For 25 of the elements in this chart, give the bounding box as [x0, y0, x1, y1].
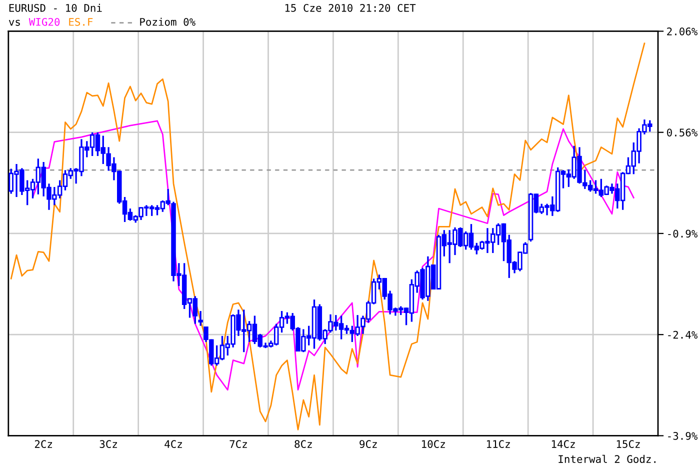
chart-subtitle: 15 Cze 2010 21:20 CET — [285, 4, 416, 12]
x-tick-label: 15Cz — [616, 440, 640, 448]
x-tick-label: 2Cz — [34, 440, 52, 448]
x-tick-label: 14Cz — [552, 440, 575, 448]
text: ES.F — [69, 18, 93, 26]
y-tick-label: 2.06% — [667, 27, 698, 36]
x-tick-label: 9Cz — [360, 440, 377, 448]
line-series — [32, 120, 634, 391]
chart-title: EURUSD - 10 Dni — [9, 4, 102, 12]
y-tick-label: -3.9% — [668, 432, 698, 440]
y-tick-label: -0.9% — [668, 230, 698, 238]
line-series — [10, 42, 646, 430]
text: WIG20 — [28, 18, 60, 26]
x-tick-label: 4Cz — [164, 440, 182, 448]
x-tick-label: 10Cz — [422, 440, 445, 448]
x-tick-label: 3Cz — [100, 440, 117, 448]
text: Interwal 2 Godz. — [558, 454, 656, 463]
legend-title: vs — [8, 20, 20, 26]
x-tick-label: 8Cz — [294, 440, 312, 448]
legend-label: Poziom 0% — [140, 18, 196, 26]
y-tick-label: 0.56% — [667, 128, 698, 136]
y-tick-label: -2.4% — [668, 330, 698, 339]
candlestick — [198, 310, 203, 327]
x-tick-label: 11Cz — [487, 440, 510, 448]
x-tick-label: 7Cz — [230, 440, 247, 448]
